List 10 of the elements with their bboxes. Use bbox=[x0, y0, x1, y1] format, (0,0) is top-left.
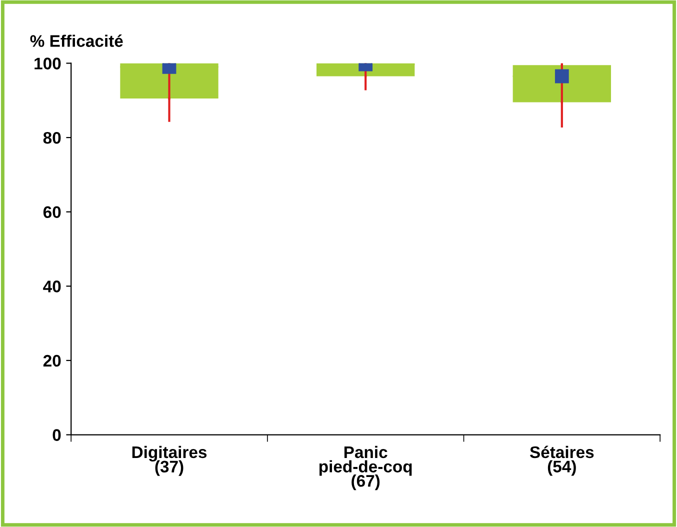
y-axis-title: % Efficacité bbox=[30, 34, 123, 47]
y-tick-label: 20 bbox=[43, 354, 61, 367]
y-tick-label: 60 bbox=[43, 206, 61, 218]
x-tick-label: Panic pied-de-coq (67) bbox=[319, 446, 412, 490]
y-tick-label: 40 bbox=[43, 280, 61, 292]
y-tick-label: 80 bbox=[43, 132, 61, 144]
x-tick-label: Digitaires (37) bbox=[132, 446, 207, 476]
x-tick-label: Sétaires (54) bbox=[530, 446, 594, 476]
y-tick-label: 100 bbox=[34, 58, 61, 70]
y-tick-label: 0 bbox=[52, 429, 61, 441]
